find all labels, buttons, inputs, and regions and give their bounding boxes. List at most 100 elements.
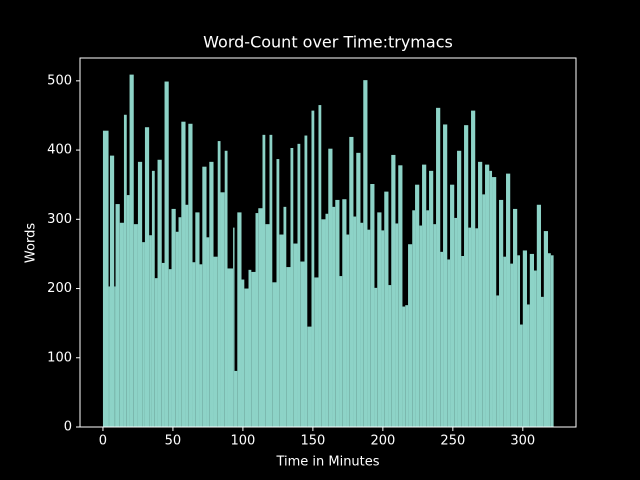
bar [321,219,326,427]
bar [475,228,479,427]
bar [468,227,472,427]
bar [353,216,357,427]
bar [384,191,389,427]
bar [244,288,249,427]
bar [450,184,455,427]
bar [119,222,124,427]
bar [346,234,350,427]
bar [464,125,469,428]
bar [405,305,409,427]
bar [541,296,544,427]
bar [195,212,200,427]
bar [133,224,138,427]
bar [237,212,242,427]
bar [300,261,305,427]
bar [499,199,504,427]
x-tick-label: 300 [510,434,535,449]
bar [478,161,483,427]
bar [522,250,528,427]
bar [224,150,228,427]
bar [503,256,507,427]
bar [367,229,371,427]
bar [314,277,319,427]
bar [272,282,277,427]
y-tick-label: 500 [47,73,72,88]
y-tick-label: 200 [47,281,72,296]
bar [543,231,549,427]
x-tick-label: 150 [300,434,325,449]
bar [109,155,115,427]
y-tick-label: 100 [47,350,72,365]
bar [349,136,354,427]
y-tick-label: 400 [47,143,72,158]
bar [265,224,270,427]
bar [436,107,441,427]
y-axis-label: Words [24,223,39,263]
bar [199,264,203,427]
bar [550,255,554,427]
bar [283,206,287,427]
bar [356,152,361,427]
bar [447,259,451,427]
x-tick-label: 0 [99,434,107,449]
bar [485,164,490,427]
x-tick-label: 250 [440,434,465,449]
x-axis-label: Time in Minutes [275,455,379,470]
bar [123,114,127,428]
bar [129,74,134,427]
bar [489,170,493,427]
bar [220,192,225,427]
bar [342,199,347,427]
bar [496,295,500,427]
bar [297,143,301,427]
bar [534,270,537,427]
bar [419,225,423,427]
bar [154,278,158,427]
bar [258,208,263,427]
bar [529,253,535,427]
bar [461,256,465,427]
x-tick-label: 100 [230,434,255,449]
bar [377,212,382,427]
bar [510,263,514,427]
bar [408,244,413,427]
x-tick-label: 200 [370,434,395,449]
bar [202,166,207,427]
bar [279,234,284,427]
bar [108,286,110,427]
bar [142,242,145,427]
bar [269,134,273,427]
bar [339,276,343,427]
bar [395,223,399,427]
bar [114,286,116,427]
bar [251,271,256,427]
bar [178,217,182,427]
bar [482,194,486,427]
bar [213,256,218,427]
bar [248,269,252,427]
bar [164,81,169,428]
bar [440,251,444,427]
bar [328,148,333,427]
bar [115,204,120,427]
bar [188,123,193,428]
bar [426,210,430,427]
bar [168,269,172,427]
bar [318,105,322,428]
bar [217,141,221,428]
chart-title: Word-Count over Time:trymacs [203,33,453,52]
bar [471,110,476,427]
bar [241,279,245,427]
bar [206,237,210,427]
bar [325,213,329,427]
bar [402,306,406,427]
bar [360,222,364,427]
x-tick-label: 50 [165,434,182,449]
bar [286,267,291,427]
bar [181,121,186,427]
bar [185,204,189,427]
bar [209,161,214,427]
bar [520,324,523,427]
bar [126,195,130,427]
bar [171,208,176,427]
